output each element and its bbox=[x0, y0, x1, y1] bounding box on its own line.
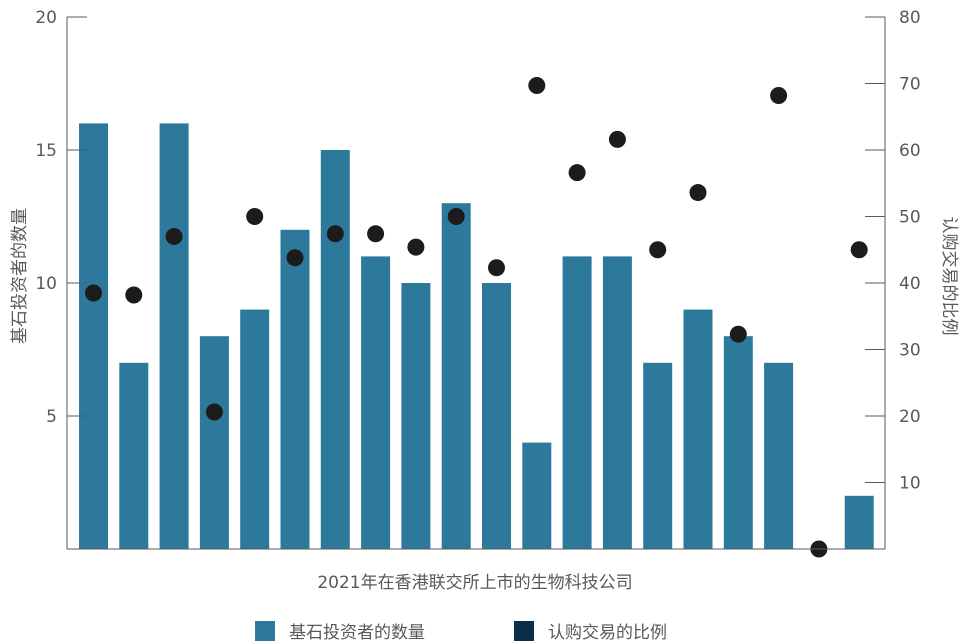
bar bbox=[79, 123, 108, 550]
scatter-point bbox=[649, 241, 667, 259]
bar bbox=[643, 362, 673, 549]
scatter-point bbox=[407, 238, 425, 256]
bar bbox=[441, 203, 471, 549]
scatter-point bbox=[528, 76, 546, 94]
bar bbox=[723, 336, 753, 549]
right-axis-title: 认购交易的比例 bbox=[939, 217, 959, 336]
left-tick-label: 15 bbox=[35, 141, 57, 161]
bar bbox=[240, 309, 270, 549]
bar bbox=[522, 442, 552, 549]
scatter-point bbox=[286, 249, 304, 267]
x-axis-title: 2021年在香港联交所上市的生物科技公司 bbox=[317, 573, 632, 593]
right-tick-label: 80 bbox=[899, 8, 921, 28]
bar bbox=[159, 123, 189, 550]
bar bbox=[280, 229, 310, 550]
bar bbox=[401, 283, 431, 549]
scatter-point bbox=[447, 208, 465, 225]
scatter-point bbox=[729, 325, 747, 343]
scatter-point bbox=[85, 284, 102, 302]
scatter-point bbox=[850, 241, 868, 259]
right-tick-label: 40 bbox=[899, 274, 921, 294]
legend-item-points: 认购交易的比例 bbox=[514, 618, 667, 643]
scatter-point bbox=[246, 208, 264, 225]
left-tick-label: 10 bbox=[35, 274, 57, 294]
bar bbox=[482, 283, 511, 549]
legend: 基石投资者的数量 认购交易的比例 bbox=[0, 618, 963, 643]
legend-label-bars: 基石投资者的数量 bbox=[289, 623, 425, 643]
bar bbox=[764, 362, 794, 549]
scatter-point bbox=[770, 86, 788, 104]
bar bbox=[683, 309, 713, 549]
axes-layer: 5 10 15 20 10 20 30 40 50 60 70 80 bbox=[35, 8, 921, 550]
right-tick-label: 70 bbox=[899, 75, 921, 95]
bar bbox=[844, 495, 874, 549]
scatter-point bbox=[326, 225, 344, 243]
scatter-point bbox=[608, 130, 626, 148]
scatter-point bbox=[568, 164, 586, 182]
right-tick-label: 30 bbox=[899, 341, 921, 361]
scatter-point bbox=[165, 227, 183, 245]
scatter-point bbox=[205, 403, 223, 421]
left-tick-label: 5 bbox=[46, 407, 57, 427]
bar bbox=[562, 256, 592, 549]
bar bbox=[602, 256, 632, 549]
scatter-point bbox=[125, 286, 143, 304]
scatter-point bbox=[689, 184, 707, 202]
legend-label-points: 认购交易的比例 bbox=[548, 623, 667, 643]
scatter-point bbox=[488, 259, 505, 277]
right-tick-label: 10 bbox=[899, 474, 921, 494]
right-tick-label: 60 bbox=[899, 141, 921, 161]
scatter-point bbox=[367, 225, 385, 243]
bar bbox=[361, 256, 391, 549]
right-tick-label: 20 bbox=[899, 407, 921, 427]
points-layer bbox=[85, 76, 868, 558]
bars-layer bbox=[79, 123, 874, 550]
bar bbox=[320, 150, 350, 549]
legend-item-bars: 基石投资者的数量 bbox=[255, 618, 425, 643]
legend-swatch-points bbox=[514, 620, 534, 641]
left-axis-title: 基石投资者的数量 bbox=[10, 208, 30, 344]
bar bbox=[119, 362, 149, 549]
legend-swatch-bars bbox=[255, 620, 275, 641]
left-tick-label: 20 bbox=[35, 8, 57, 28]
bar bbox=[199, 336, 229, 549]
right-tick-label: 50 bbox=[899, 208, 921, 228]
